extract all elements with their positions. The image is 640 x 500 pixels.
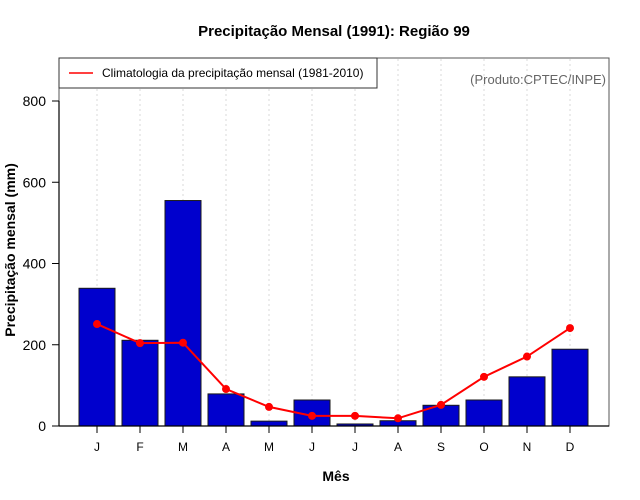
y-tick-label: 200 xyxy=(23,337,47,353)
chart-title: Precipitação Mensal (1991): Região 99 xyxy=(198,23,470,40)
x-tick-label: M xyxy=(264,440,274,454)
bar-0 xyxy=(78,287,116,427)
climatology-point-3 xyxy=(222,385,230,394)
y-tick-label: 0 xyxy=(38,418,46,434)
x-tick-label: J xyxy=(352,440,358,454)
x-tick-label: M xyxy=(178,440,188,454)
climatology-point-10 xyxy=(523,352,531,361)
x-axis-label: Mês xyxy=(322,468,349,484)
y-tick-label: 800 xyxy=(23,93,47,109)
bar-4 xyxy=(250,420,288,427)
climatology-point-1 xyxy=(136,339,144,348)
climatology-point-0 xyxy=(93,320,101,329)
y-axis-label: Precipitação mensal (mm) xyxy=(2,163,18,337)
legend-box xyxy=(58,57,378,89)
climatology-point-9 xyxy=(480,372,488,381)
climatology-point-2 xyxy=(179,338,187,347)
x-tick-label: J xyxy=(309,440,315,454)
bar-3 xyxy=(207,393,245,427)
climatology-point-11 xyxy=(566,324,574,333)
climatology-point-7 xyxy=(394,414,402,423)
climatology-point-5 xyxy=(308,411,316,420)
x-tick-label: S xyxy=(437,440,445,454)
x-tick-label: F xyxy=(136,440,143,454)
y-axis-ticks: 0 200 400 600 800 xyxy=(23,93,59,434)
y-tick-label: 600 xyxy=(23,174,47,190)
credit-annotation: (Produto:CPTEC/INPE) xyxy=(470,72,606,87)
legend: Climatologia da precipitação mensal (198… xyxy=(58,57,378,89)
climatology-point-6 xyxy=(351,411,359,420)
legend-entry-climatology: Climatologia da precipitação mensal (198… xyxy=(102,66,363,80)
bar-10 xyxy=(508,376,546,427)
y-tick-label: 400 xyxy=(23,256,47,272)
x-tick-label: J xyxy=(94,440,100,454)
x-tick-label: A xyxy=(222,440,230,454)
bar-1 xyxy=(121,339,159,427)
bar-2 xyxy=(164,200,202,427)
x-tick-label: O xyxy=(479,440,488,454)
bar-11 xyxy=(551,348,589,427)
bars xyxy=(78,200,589,427)
climatology-point-4 xyxy=(265,402,273,411)
climatology-point-8 xyxy=(437,400,445,409)
x-tick-label: A xyxy=(394,440,402,454)
x-tick-label: N xyxy=(523,440,532,454)
climatology-polyline xyxy=(96,323,571,420)
x-tick-label: D xyxy=(566,440,575,454)
bar-9 xyxy=(465,399,503,427)
climatology-line xyxy=(93,320,574,423)
